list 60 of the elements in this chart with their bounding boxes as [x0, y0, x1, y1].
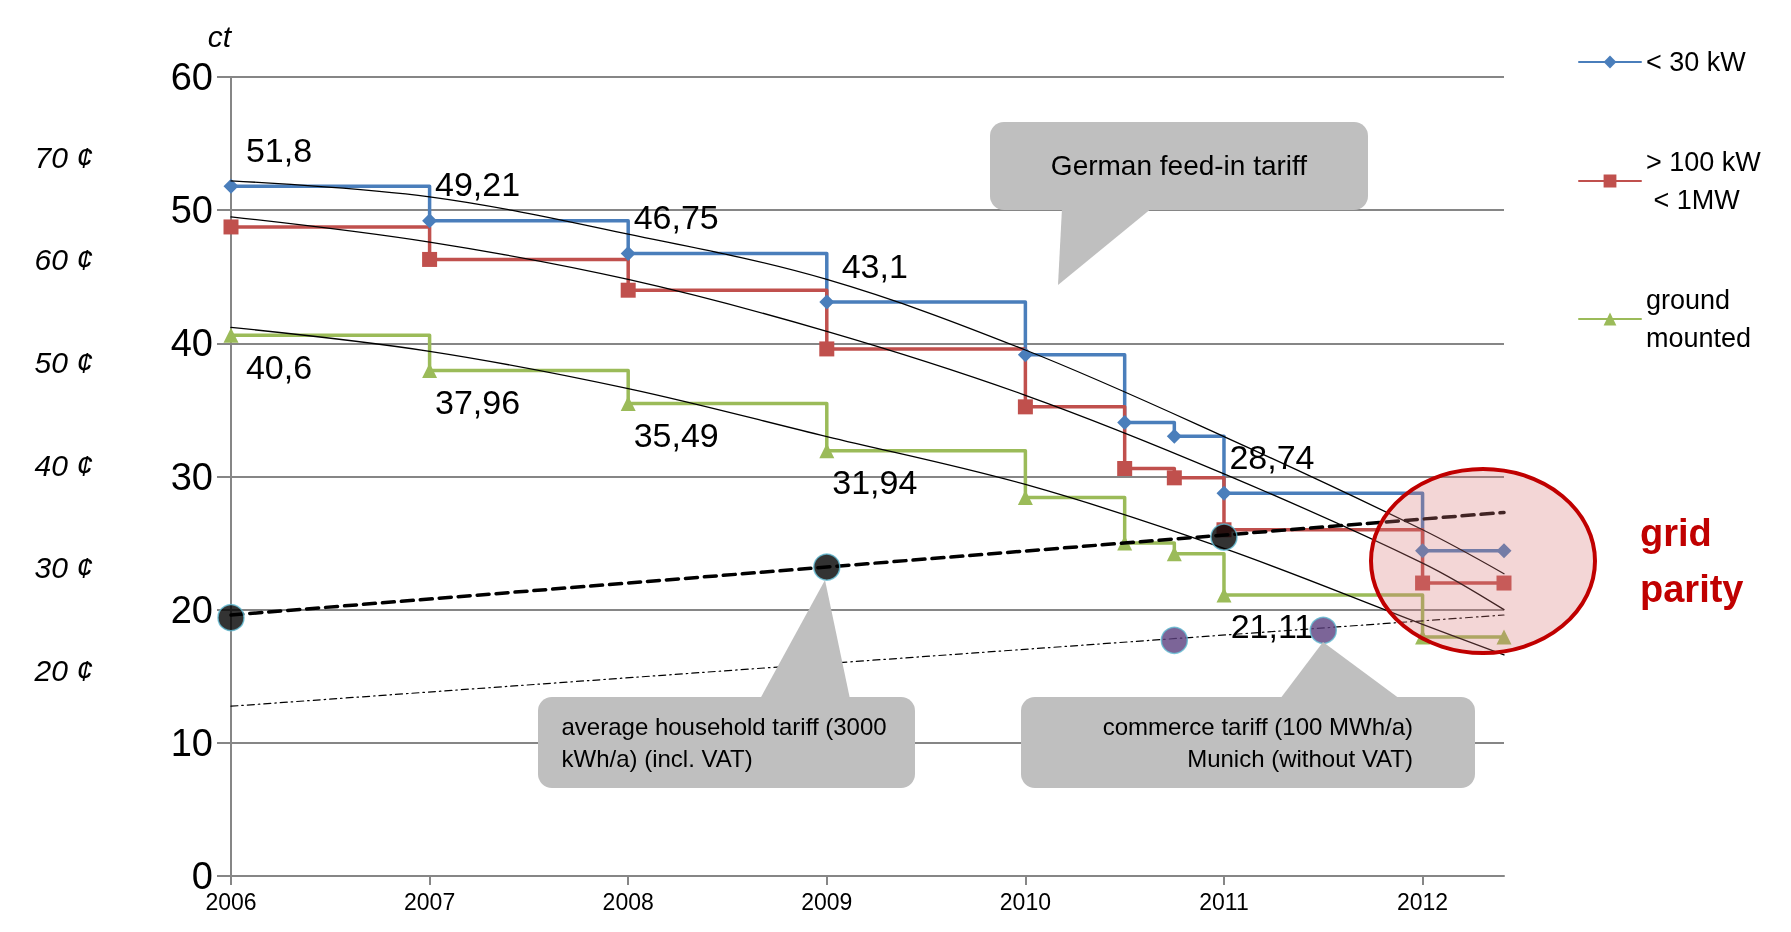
x-tick-label: 2008 — [602, 888, 654, 915]
y2-tick-label: 40 ¢ — [34, 448, 93, 482]
point — [217, 603, 245, 632]
annotation: average household tariff (3000 kWh/a) (incl. VAT) — [561, 712, 888, 774]
point — [1017, 347, 1033, 363]
x-tick-label: 2010 — [999, 888, 1051, 915]
y-tick-label: 20 — [170, 588, 213, 631]
data-label: 37,96 — [435, 383, 521, 421]
point — [1210, 523, 1238, 551]
annotation: commerce tariff (100 MWh/a) Munich (without VAT) — [1101, 712, 1413, 774]
y-tick-label: 30 — [170, 455, 213, 498]
data-label: 46,75 — [633, 197, 719, 236]
text: grid parity — [1640, 511, 1745, 612]
data-label: 43,1 — [841, 246, 908, 285]
point — [620, 282, 636, 298]
y-tick-label: 10 — [170, 721, 213, 764]
legend-label: > 100 kW < 1MW — [1646, 147, 1762, 215]
y2-tick-label: 20 ¢ — [33, 654, 93, 688]
y-tick-label: 40 — [170, 322, 213, 365]
legend-label: < 30 kW — [1646, 47, 1747, 77]
point — [1415, 575, 1431, 591]
x-tick-label: 2009 — [801, 888, 853, 915]
point — [1117, 461, 1133, 477]
data-label: 49,21 — [435, 165, 521, 204]
y2-tick-label: 50 ¢ — [34, 346, 93, 379]
point — [1496, 629, 1512, 645]
point — [422, 251, 438, 267]
y-axis-title: ct — [207, 19, 233, 53]
x-tick-label: 2011 — [1199, 888, 1249, 915]
x-tick-label: 2007 — [404, 888, 456, 915]
point — [223, 219, 239, 235]
point — [1117, 415, 1133, 431]
point — [819, 294, 835, 310]
data-label: 21,11 — [1230, 607, 1314, 646]
y2-tick-label: 60 ¢ — [34, 243, 93, 277]
point — [1160, 626, 1189, 655]
y-tick-label: 50 — [170, 189, 213, 232]
point — [1415, 543, 1431, 559]
point — [1496, 575, 1512, 591]
point — [819, 341, 835, 357]
point — [1166, 470, 1182, 486]
data-label: 35,49 — [633, 415, 719, 454]
point — [813, 553, 841, 581]
y2-tick-label: 30 ¢ — [34, 551, 93, 585]
annotation: German feed-in tariff — [1049, 148, 1309, 183]
point — [223, 327, 239, 343]
point — [1496, 543, 1512, 559]
data-label: 31,94 — [832, 463, 918, 502]
point — [1216, 485, 1232, 501]
y-tick-label: 60 — [170, 56, 213, 98]
point — [1166, 428, 1182, 444]
data-label: 51,8 — [245, 130, 313, 169]
data-label: 40,6 — [245, 347, 313, 386]
x-tick-label: 2012 — [1396, 888, 1449, 915]
y2-tick-label: 70 ¢ — [34, 140, 93, 174]
point — [422, 213, 438, 229]
legend-label: ground mounted — [1646, 285, 1752, 353]
point — [620, 245, 636, 261]
point — [1017, 399, 1033, 415]
point — [223, 178, 239, 194]
